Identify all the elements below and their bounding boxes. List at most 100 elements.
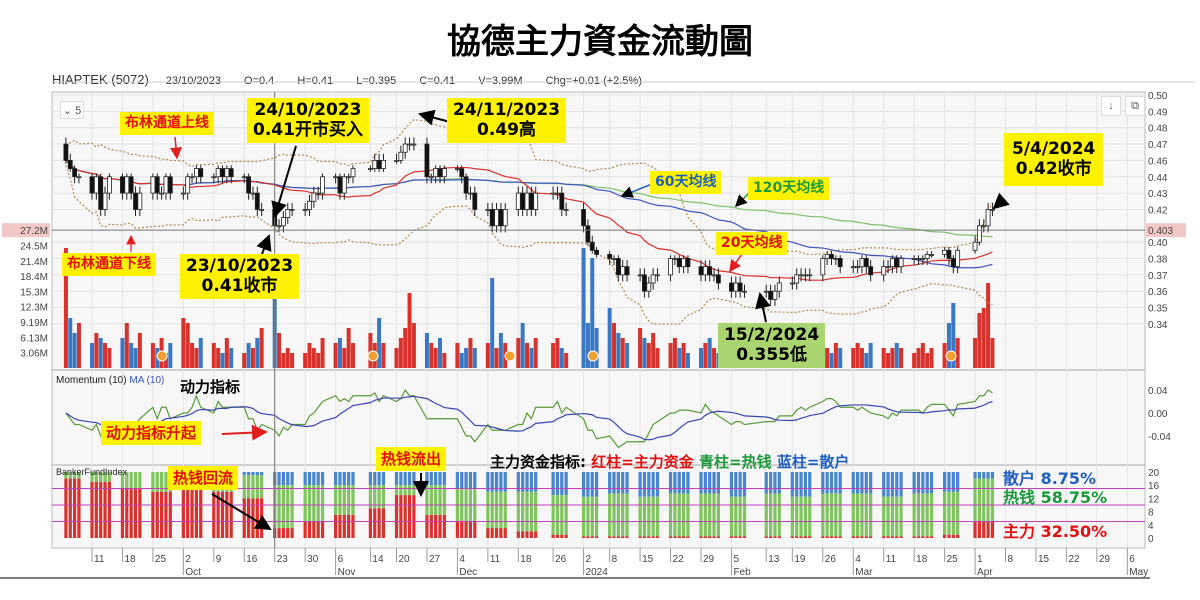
banker-retail-bar (834, 472, 838, 494)
candle-body (824, 254, 830, 259)
banker-retail-bar (921, 472, 925, 494)
volume-bar (290, 353, 295, 368)
volume-bar (255, 338, 260, 368)
candle-body (246, 176, 252, 194)
candle-body (711, 274, 717, 277)
date-tick-label: 9 (216, 554, 222, 565)
banker-main-bar (412, 495, 416, 538)
banker-main-bar (581, 536, 586, 538)
close-date: 23/10/2023 (186, 256, 294, 276)
period-button[interactable]: ⌄ 5 (60, 101, 84, 119)
banker-retail-bar (708, 472, 712, 494)
banker-hot-bar (242, 475, 246, 499)
annotation-arrow (271, 145, 297, 218)
banker-retail-bar (581, 472, 586, 497)
volume-bar (351, 343, 355, 368)
banker-retail-bar (586, 472, 590, 497)
banker-main-bar (199, 488, 203, 538)
volume-bar (642, 338, 647, 368)
candle-body (350, 168, 356, 178)
candle-body (789, 282, 795, 285)
candle-body (424, 143, 430, 178)
banker-panel-title: BankerFundIndex (56, 467, 128, 477)
volume-bar (468, 338, 473, 368)
candle-body (63, 143, 69, 161)
legend-green: 青柱=热钱 (699, 453, 772, 471)
popout-icon[interactable]: ⧉ (1125, 96, 1145, 116)
banker-hot-bar (251, 475, 255, 499)
volume-bar (616, 333, 621, 368)
candle-body (124, 176, 130, 194)
banker-hot-bar (494, 491, 499, 529)
banker-main-bar (399, 495, 403, 538)
candle-body (285, 209, 291, 219)
banker-retail-bar (434, 472, 438, 486)
banker-main-bar (473, 521, 477, 538)
volume-tick-label: 6.13M (20, 333, 48, 344)
banker-hot-bar (160, 472, 164, 492)
legend-prefix: 主力资金指标: (490, 453, 592, 471)
banker-hot-bar (133, 472, 138, 489)
banker-main-bar (851, 536, 855, 538)
price-tick-label: 0.46 (1148, 156, 1168, 167)
volume-tick-label: 21.4M (20, 257, 48, 268)
banker-hot-bar (655, 496, 660, 537)
volume-bar (494, 348, 499, 368)
banker-hot-bar (434, 485, 438, 515)
date-tick-label: 18 (916, 554, 928, 565)
banker-retail-bar (242, 472, 246, 476)
banker-hot-bar (821, 493, 825, 537)
banker-main-bar (529, 531, 533, 538)
banker-main-bar (821, 536, 825, 538)
banker-retail-bar (534, 472, 538, 492)
candle-body (150, 176, 156, 194)
candle-body (280, 217, 286, 227)
banker-tick-label: 16 (1148, 481, 1160, 492)
banker-retail-bar (764, 472, 768, 494)
candle-body (224, 168, 230, 178)
candle-body (346, 176, 352, 179)
candle-body (315, 192, 321, 195)
volume-bar (303, 353, 308, 368)
banker-hot-bar (164, 472, 168, 492)
banker-hot-bar (303, 485, 307, 522)
banker-main-bar (673, 536, 677, 538)
banker-main-bar (181, 488, 185, 538)
banker-hot-bar (882, 496, 886, 537)
bollinger-lower-line (65, 165, 993, 325)
banker-main-bar (242, 498, 246, 538)
volume-bar (129, 343, 134, 368)
banker-main-bar (977, 521, 981, 538)
candle-body (990, 209, 995, 211)
banker-hot-bar (125, 472, 129, 489)
banker-main-bar (494, 528, 499, 538)
download-icon[interactable]: ↓ (1101, 96, 1121, 116)
volume-bar (107, 348, 112, 368)
date-tick-label: 16 (246, 554, 258, 565)
banker-retail-bar (799, 472, 803, 497)
banker-retail-bar (281, 472, 285, 486)
momentum-rise-label: 动力指标升起 (101, 421, 202, 445)
banker-main-bar (864, 536, 868, 538)
banker-hot-bar (703, 493, 707, 537)
banker-main-bar (351, 514, 355, 538)
candle-body (120, 176, 125, 194)
banker-hot-bar (616, 493, 620, 537)
banker-retail-bar (973, 472, 977, 479)
banker-retail-bar (869, 472, 873, 494)
candle-body (381, 159, 386, 169)
banker-main-bar (951, 534, 955, 538)
candle-body (776, 282, 782, 292)
candle-body (302, 209, 308, 211)
banker-hot-bar (90, 472, 94, 482)
candle-body (211, 176, 217, 179)
candle-body (72, 168, 77, 178)
banker-retail-bar (438, 472, 442, 486)
date-tick-label: 2 (185, 554, 191, 565)
buy-annotation: 24/10/2023 0.41开市买入 (247, 98, 369, 143)
banker-main-bar (125, 488, 129, 538)
banker-main-bar (486, 528, 490, 538)
volume-bar (229, 348, 234, 368)
banker-tick-label: 4 (1148, 521, 1154, 532)
